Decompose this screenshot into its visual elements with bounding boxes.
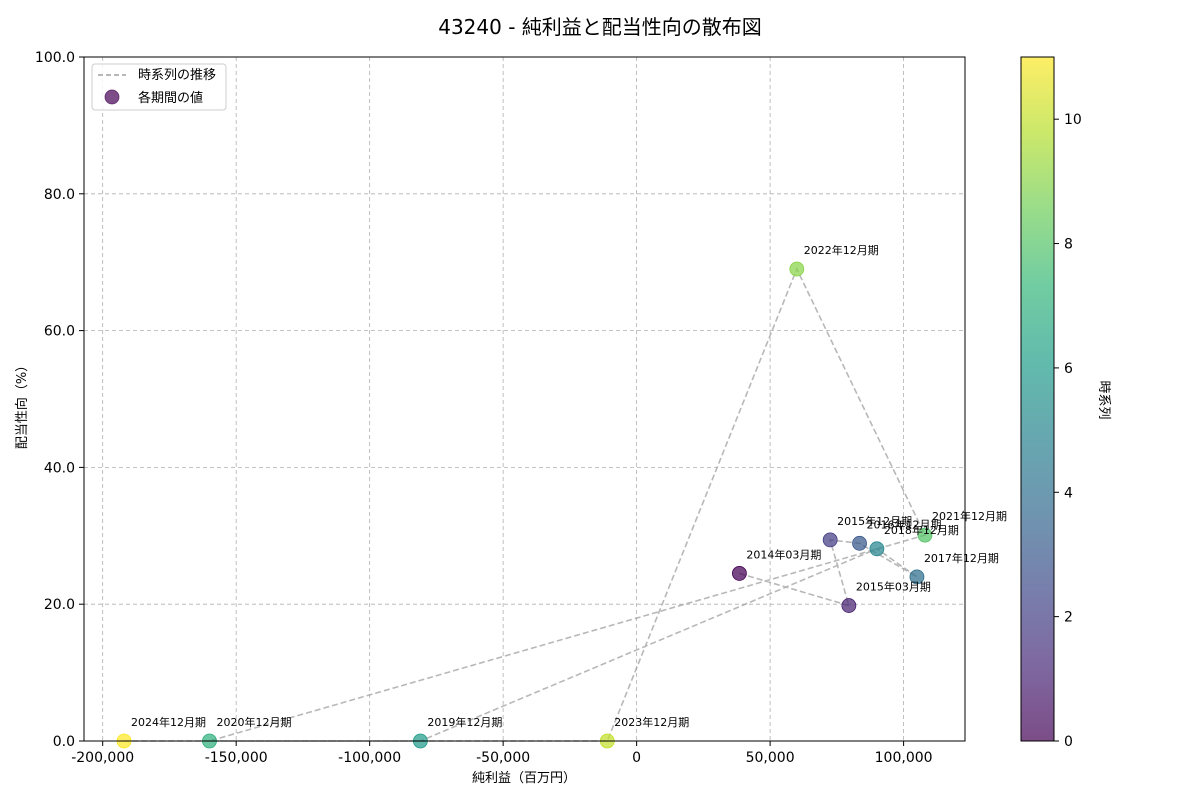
data-point-label: 2019年12月期 bbox=[427, 715, 502, 729]
y-tick-label: 60.0 bbox=[44, 324, 75, 340]
colorbar-tick-label: 8 bbox=[1064, 237, 1073, 253]
trajectory-line-group bbox=[124, 267, 927, 742]
x-tick-label: -100,000 bbox=[338, 750, 401, 766]
x-axis-label: 純利益（百万円） bbox=[472, 771, 576, 786]
x-tick-label: 100,000 bbox=[875, 750, 933, 766]
grid-lines bbox=[84, 56, 965, 742]
legend: 時系列の推移 各期間の値 bbox=[91, 63, 227, 111]
plot-frame bbox=[83, 56, 966, 742]
data-point-label: 2020年12月期 bbox=[216, 715, 291, 729]
colorbar-tick-label: 6 bbox=[1064, 361, 1073, 377]
x-tick-label: -200,000 bbox=[71, 750, 134, 766]
x-tick-label: 0 bbox=[632, 750, 641, 766]
colorbar-tick-label: 4 bbox=[1064, 485, 1073, 501]
y-axis-label: 配当性向（%） bbox=[14, 359, 30, 449]
colorbar-tick-label: 2 bbox=[1064, 610, 1073, 626]
data-point bbox=[852, 535, 867, 551]
colorbar-gradient bbox=[1020, 56, 1055, 742]
data-point-label: 2017年12月期 bbox=[924, 551, 999, 565]
y-tick-label: 80.0 bbox=[44, 187, 75, 203]
data-point bbox=[909, 569, 925, 585]
colorbar-ticks: 0 2 4 6 8 10 bbox=[1054, 112, 1082, 750]
data-point-label: 2022年12月期 bbox=[804, 243, 879, 257]
colorbar-label: 時系列 bbox=[1096, 380, 1111, 419]
data-point bbox=[869, 541, 885, 557]
legend-line-label: 時系列の推移 bbox=[138, 68, 216, 83]
data-point bbox=[789, 261, 805, 277]
chart-title: 43240 - 純利益と配当性向の散布図 bbox=[438, 15, 762, 39]
colorbar-tick-label: 10 bbox=[1064, 112, 1082, 128]
data-point bbox=[732, 566, 747, 581]
y-tick-label: 20.0 bbox=[44, 597, 75, 613]
data-point-label: 2018年12月期 bbox=[884, 523, 959, 537]
data-point-label: 2024年12月期 bbox=[131, 715, 206, 729]
y-axis-ticks: 0.0 20.0 40.0 60.0 80.0 100.0 bbox=[35, 50, 84, 750]
data-point-label: 2014年03月期 bbox=[746, 547, 821, 561]
trajectory-line bbox=[124, 267, 927, 742]
x-axis-ticks: -200,000 -150,000 -100,000 -50,000 0 50,000 10… bbox=[71, 741, 933, 766]
legend-marker-swatch bbox=[104, 89, 120, 105]
y-tick-label: 100.0 bbox=[35, 50, 75, 66]
x-tick-label: -150,000 bbox=[205, 750, 268, 766]
data-points bbox=[116, 261, 933, 749]
data-point-label: 2021年12月期 bbox=[932, 509, 1007, 523]
y-tick-label: 0.0 bbox=[53, 734, 75, 750]
colorbar: 0 2 4 6 8 10 時系列 bbox=[1020, 56, 1111, 750]
legend-marker-label: 各期間の値 bbox=[138, 90, 203, 106]
data-point bbox=[841, 598, 857, 613]
data-point-label: 2015年03月期 bbox=[856, 580, 931, 594]
data-point-label: 2016年12月期 bbox=[867, 517, 942, 531]
x-tick-label: 50,000 bbox=[746, 750, 795, 766]
data-point bbox=[822, 532, 838, 548]
data-point bbox=[917, 527, 933, 543]
data-point-label: 2015年12月期 bbox=[837, 514, 912, 528]
x-tick-label: -50,000 bbox=[476, 750, 530, 766]
y-tick-label: 40.0 bbox=[44, 460, 75, 476]
data-point-label: 2023年12月期 bbox=[614, 715, 689, 729]
colorbar-tick-label: 0 bbox=[1064, 734, 1073, 750]
